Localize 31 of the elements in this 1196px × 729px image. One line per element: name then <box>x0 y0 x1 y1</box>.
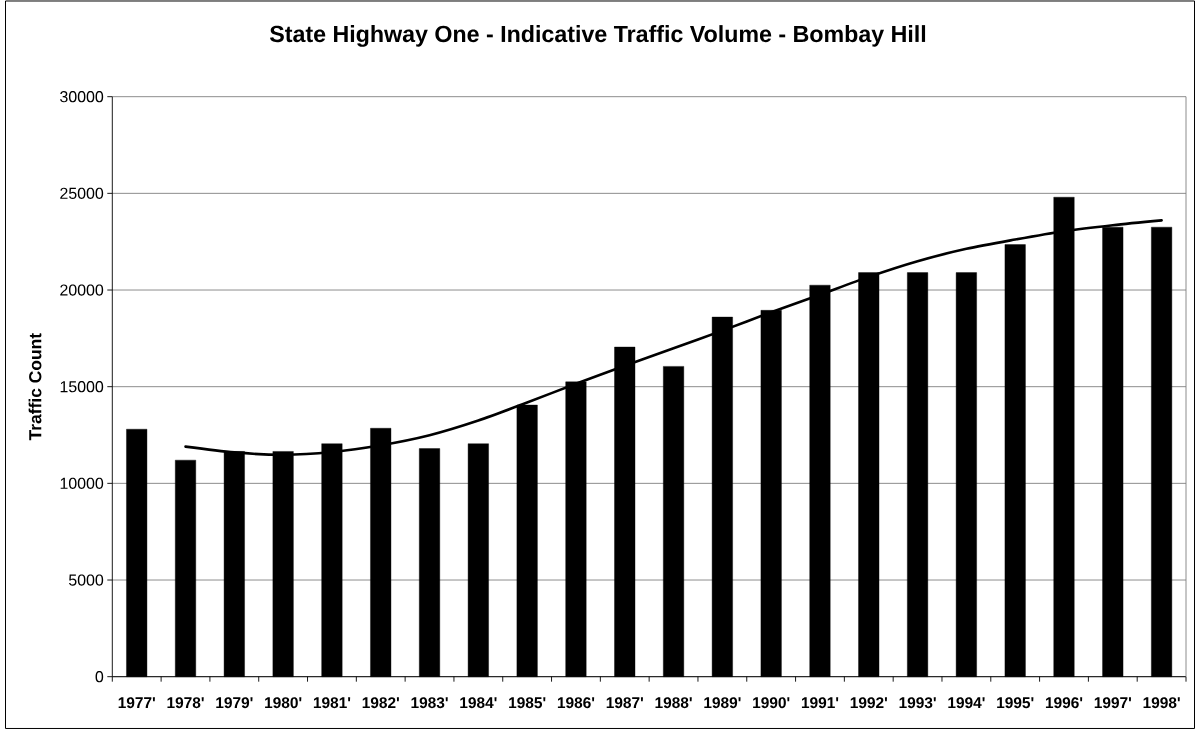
x-tick-label: 1983' <box>411 697 448 709</box>
y-tick-label: 30000 <box>60 91 104 103</box>
x-tick-label: 1986' <box>557 697 595 709</box>
x-tick-label: 1993' <box>899 697 936 709</box>
y-tick-label: 0 <box>95 671 104 683</box>
y-tick-label: 20000 <box>60 284 104 296</box>
x-tick-label: 1988' <box>655 697 692 709</box>
y-tick-label: 5000 <box>68 574 104 586</box>
chart-title: State Highway One - Indicative Traffic Volume - Bombay Hill <box>269 25 926 47</box>
y-tick-label: 10000 <box>60 477 104 489</box>
y-axis-title: Traffic Count <box>28 333 42 441</box>
x-tick-label: 1992' <box>850 697 887 709</box>
x-tick-label: 1989' <box>704 697 741 709</box>
x-tick-label: 1980' <box>265 697 302 709</box>
x-tick-label: 1982' <box>362 697 399 709</box>
x-tick-label: 1984' <box>460 697 497 709</box>
x-tick-label: 1979' <box>216 697 253 709</box>
x-tick-label: 1985' <box>509 697 546 709</box>
x-tick-label: 1995' <box>997 697 1034 709</box>
x-tick-label: 1991' <box>801 697 839 709</box>
y-tick-label: 15000 <box>60 381 104 393</box>
y-tick-label: 25000 <box>60 187 104 199</box>
x-tick-label: 1977' <box>118 697 155 709</box>
x-tick-label: 1997' <box>1094 697 1131 709</box>
x-tick-label: 1996' <box>1045 697 1083 709</box>
x-tick-label: 1978' <box>167 697 204 709</box>
x-tick-label: 1990' <box>753 697 790 709</box>
x-tick-label: 1981' <box>313 697 351 709</box>
x-tick-label: 1994' <box>948 697 985 709</box>
x-tick-label: 1998' <box>1143 697 1180 709</box>
x-tick-label: 1987' <box>606 697 643 709</box>
